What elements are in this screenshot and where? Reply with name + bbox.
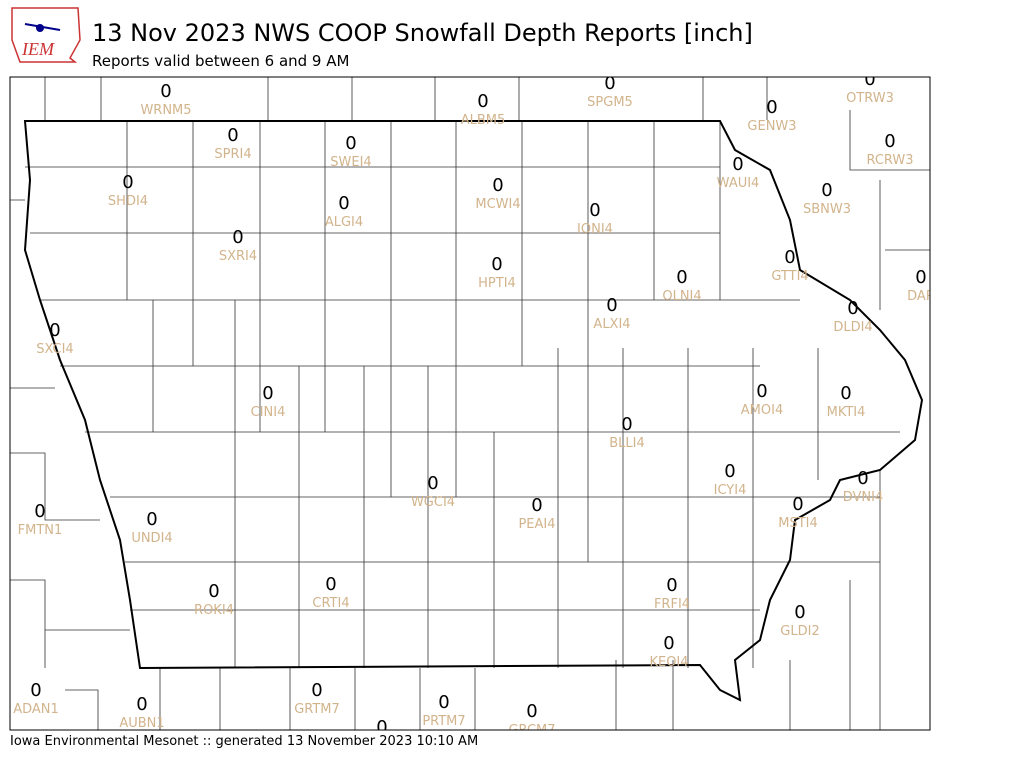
logo-text: IEM	[21, 39, 55, 59]
station-value: 0	[208, 581, 219, 602]
station-value: 0	[491, 254, 502, 275]
station-value: 0	[34, 501, 45, 522]
station-value: 0	[663, 633, 674, 654]
station-label: CRTI4	[312, 596, 349, 611]
station-value: 0	[531, 495, 542, 516]
station-label: FMTN1	[18, 523, 63, 538]
county-lines	[10, 77, 930, 730]
station-value: 0	[724, 461, 735, 482]
station-label: OLNI4	[662, 289, 701, 304]
station-value: 0	[526, 701, 537, 722]
station-value: 0	[606, 295, 617, 316]
station-label: SXCI4	[36, 342, 73, 357]
station-value: 0	[338, 193, 349, 214]
station-label: FRFI4	[654, 597, 690, 612]
station-value: 0	[840, 383, 851, 404]
station-label: SXRI4	[219, 249, 257, 264]
station-label: DAR	[907, 289, 935, 304]
station-label: GLDI2	[780, 624, 819, 639]
station-label: BLLI4	[609, 436, 645, 451]
station-label: ALBM5	[461, 113, 506, 128]
station-label: GENW3	[747, 119, 796, 134]
station-label: ALGI4	[325, 215, 363, 230]
station-label: SWEI4	[330, 155, 371, 170]
subtitle: Reports valid between 6 and 9 AM	[92, 52, 349, 70]
station-value: 0	[160, 81, 171, 102]
station-label: SHDI4	[108, 194, 148, 209]
station-label: KEOI4	[649, 655, 688, 670]
logo: IEM	[11, 7, 81, 63]
station-value: 0	[311, 680, 322, 701]
station-label: ADAN1	[13, 702, 59, 717]
station-value: 0	[821, 180, 832, 201]
station-label: SPGM5	[587, 95, 633, 110]
station-value: 0	[857, 468, 868, 489]
station-label: ROKI4	[194, 603, 234, 618]
title: 13 Nov 2023 NWS COOP Snowfall Depth Repo…	[92, 19, 753, 47]
station-value: 0	[666, 575, 677, 596]
station-label: SPRI4	[214, 147, 251, 162]
station-label: UNDI4	[131, 531, 172, 546]
station-label: RCRW3	[866, 153, 913, 168]
station-label: IONI4	[577, 222, 613, 237]
station-label: HPTI4	[478, 276, 516, 291]
station-value: 0	[784, 247, 795, 268]
station-value: 0	[492, 175, 503, 196]
station-label: WRNM5	[140, 103, 191, 118]
station-label: ALXI4	[593, 317, 630, 332]
station-value: 0	[884, 131, 895, 152]
station-value: 0	[438, 692, 449, 713]
station-label: MKTI4	[827, 405, 866, 420]
station-value: 0	[766, 97, 777, 118]
station-value: 0	[477, 91, 488, 112]
map-frame	[9, 76, 931, 731]
footer: Iowa Environmental Mesonet :: generated …	[10, 734, 478, 749]
station-label: WGCI4	[411, 495, 455, 510]
station-value: 0	[604, 73, 615, 94]
station-value: 0	[232, 227, 243, 248]
station-value: 0	[325, 574, 336, 595]
station-value: 0	[49, 320, 60, 341]
station-label: MCWI4	[475, 197, 520, 212]
state-border	[23, 120, 924, 702]
station-value: 0	[345, 133, 356, 154]
station-value: 0	[756, 381, 767, 402]
station-value: 0	[915, 267, 926, 288]
station-label: AUBN1	[119, 716, 164, 731]
station-label: PEAI4	[518, 517, 555, 532]
station-label: GRTM7	[294, 702, 340, 717]
station-label: PRTM7	[422, 714, 465, 729]
station-label: ICYI4	[714, 483, 747, 498]
station-label: GTTI4	[771, 269, 808, 284]
station-value: 0	[376, 717, 387, 738]
station-value: 0	[262, 383, 273, 404]
station-label: OTRW3	[846, 91, 894, 106]
station-label: AMOI4	[741, 403, 783, 418]
station-value: 0	[589, 200, 600, 221]
station-value: 0	[676, 267, 687, 288]
station-value: 0	[794, 602, 805, 623]
station-value: 0	[621, 414, 632, 435]
station-label: DLDI4	[833, 320, 872, 335]
station-label: WAUI4	[717, 176, 760, 191]
station-label: DVNI4	[843, 490, 884, 505]
station-value: 0	[732, 154, 743, 175]
station-value: 0	[136, 694, 147, 715]
station-label: SBNW3	[803, 202, 851, 217]
station-value: 0	[847, 298, 858, 319]
station-value: 0	[792, 494, 803, 515]
station-value: 0	[427, 473, 438, 494]
station-value: 0	[30, 680, 41, 701]
station-value: 0	[864, 69, 875, 90]
station-value: 0	[122, 172, 133, 193]
station-label: MSTI4	[778, 516, 818, 531]
station-label: GRCM7	[508, 723, 555, 738]
station-value: 0	[227, 125, 238, 146]
station-label: CINI4	[251, 405, 286, 420]
station-value: 0	[146, 509, 157, 530]
